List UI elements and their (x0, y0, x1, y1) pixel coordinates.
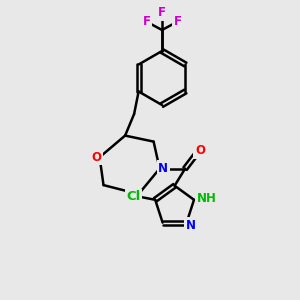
Text: F: F (158, 6, 166, 19)
Text: F: F (142, 15, 150, 28)
Text: O: O (91, 151, 101, 164)
Text: F: F (174, 15, 182, 28)
Text: N: N (158, 162, 168, 175)
Text: NH: NH (197, 192, 217, 205)
Text: Cl: Cl (127, 190, 141, 203)
Text: O: O (195, 144, 205, 157)
Text: N: N (186, 219, 196, 232)
